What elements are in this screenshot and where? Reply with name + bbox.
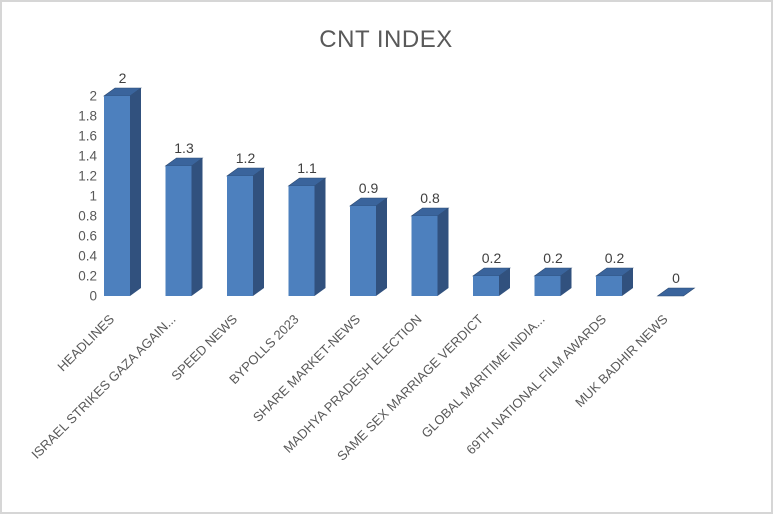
value-label: 1.3 xyxy=(174,140,194,156)
value-label: 2 xyxy=(119,70,127,86)
y-tick-label: 0.2 xyxy=(78,269,97,284)
bar-side-face xyxy=(376,198,387,296)
value-label: 0.2 xyxy=(482,250,502,266)
bar-front-face xyxy=(411,216,438,296)
bar-front-face xyxy=(596,276,622,296)
bar-column xyxy=(226,167,265,296)
bar-side-face xyxy=(560,268,572,296)
y-tick-label: 1.8 xyxy=(78,109,97,124)
value-label: 0 xyxy=(672,270,680,286)
bar-column xyxy=(287,177,327,296)
bar-front-face xyxy=(104,96,130,296)
bar-side-face xyxy=(314,178,326,296)
value-label: 0.2 xyxy=(543,250,563,266)
y-tick-label: 1.6 xyxy=(78,129,97,144)
y-tick-label: 0.6 xyxy=(78,229,97,244)
bar-front-face xyxy=(165,166,192,296)
bar-side-face xyxy=(191,158,203,296)
bar-column xyxy=(103,87,142,296)
bar-side-face xyxy=(437,208,449,296)
y-tick-label: 1.4 xyxy=(78,149,97,164)
bar-value-labels: 2 1.3 1.2 1.1 0.9 0.8 0.2 0.2 0.2 0 xyxy=(119,70,681,286)
bar-column xyxy=(533,267,573,296)
value-label: 1.2 xyxy=(236,150,256,166)
bar-column xyxy=(410,207,450,296)
y-tick-label: 1 xyxy=(89,189,97,204)
bar-side-face xyxy=(499,268,510,296)
bar-column xyxy=(164,157,204,296)
category-label: GLOBAL MARITIME INDIA... xyxy=(418,312,547,441)
y-tick-label: 0.4 xyxy=(78,249,97,264)
chart-title: CNT INDEX xyxy=(319,26,452,53)
y-tick-label: 2 xyxy=(89,89,97,104)
value-label: 1.1 xyxy=(297,160,317,176)
category-label: SHARE MARKET-NEWS xyxy=(250,311,363,424)
y-tick-label: 0 xyxy=(89,289,97,304)
bar-side-face xyxy=(130,88,141,296)
category-label: HEADLINES xyxy=(54,311,117,374)
bar-column xyxy=(349,197,388,296)
y-axis-tick-labels: 0 0.2 0.4 0.6 0.8 1 1.2 1.4 1.6 1.8 2 xyxy=(78,89,97,304)
value-label: 0.8 xyxy=(420,190,440,206)
bar-column xyxy=(656,287,696,297)
y-tick-label: 1.2 xyxy=(78,169,97,184)
bar-front-face xyxy=(473,276,499,296)
bar-column xyxy=(472,267,511,296)
value-label: 0.9 xyxy=(359,180,379,196)
bar-front-face xyxy=(350,206,376,296)
bar-top-face xyxy=(656,287,696,297)
bar-front-face xyxy=(288,186,315,296)
bar-front-face xyxy=(534,276,561,296)
value-label: 0.2 xyxy=(605,250,625,266)
bar-side-face xyxy=(253,168,264,296)
bar-front-face xyxy=(227,176,253,296)
bar-side-face xyxy=(622,268,633,296)
bar-column xyxy=(595,267,634,296)
bars xyxy=(103,87,696,297)
y-tick-label: 0.8 xyxy=(78,209,97,224)
